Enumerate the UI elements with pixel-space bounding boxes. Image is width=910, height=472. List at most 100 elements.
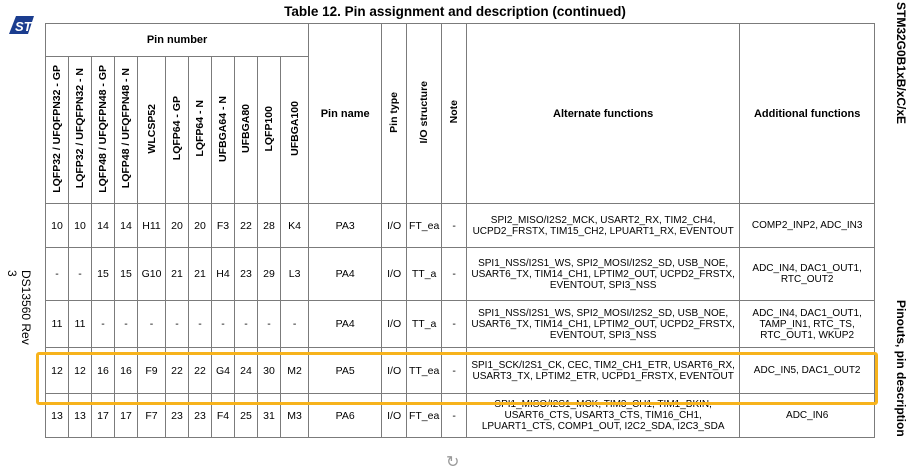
pin-number-cell: 31 [257, 393, 281, 438]
pin-number-cell: 25 [234, 393, 258, 438]
pin-number-cell: 14 [91, 203, 115, 248]
pin-type-header: Pin type [381, 23, 408, 204]
pin-type-cell: I/O [381, 203, 408, 248]
package-header: WLCSP52 [137, 56, 166, 204]
pin-number-cell: - [91, 300, 115, 348]
table-row: 10 10 14 14 H11 20 20 F3 22 28 K4 PA3 I/… [45, 203, 876, 248]
io-structure-cell: FT_ea [406, 393, 443, 438]
alternate-functions-cell: SPI1_MISO/I2S1_MCK, TIM3_CH1, TIM1_BKIN,… [466, 393, 741, 438]
note-cell: - [441, 393, 468, 438]
doc-reference: DS13560 Rev 3 [5, 270, 33, 345]
pin-number-cell: - [257, 300, 281, 348]
alternate-functions-cell: SPI1_NSS/I2S1_WS, SPI2_MOSI/I2S2_SD, USB… [466, 300, 741, 348]
additional-functions-cell: ADC_IN6 [739, 393, 876, 438]
st-logo: ST [9, 16, 34, 34]
pin-number-cell: 23 [188, 393, 212, 438]
io-structure-cell: FT_ea [406, 203, 443, 248]
pin-number-cell: 23 [165, 393, 189, 438]
pin-number-cell: 30 [257, 347, 281, 394]
package-header: LQFP32 / UFQFPN32 - N [68, 56, 92, 204]
pin-number-cell: 11 [45, 300, 69, 348]
pin-number-cell: 21 [165, 247, 189, 301]
pin-number-cell: 24 [234, 347, 258, 394]
table-row: - - 15 15 G10 21 21 H4 23 29 L3 PA4 I/O … [45, 247, 876, 301]
pin-number-cell: - [234, 300, 258, 348]
svg-text:ST: ST [15, 19, 33, 34]
pin-number-cell: L3 [279, 247, 310, 301]
note-cell: - [441, 300, 468, 348]
package-header: UFBGA80 [234, 56, 258, 204]
additional-functions-cell: ADC_IN4, DAC1_OUT1, RTC_OUT2 [739, 247, 876, 301]
pin-name-cell: PA5 [308, 347, 383, 394]
pin-number-cell: H11 [137, 203, 166, 248]
pin-number-cell: 21 [188, 247, 212, 301]
pin-number-cell: 16 [91, 347, 115, 394]
pin-number-cell: F7 [137, 393, 166, 438]
table-row: 11 11 - - - - - - - - - PA4 I/O TT_a - S… [45, 300, 876, 348]
product-name: STM32G0B1xB/xC/xE [894, 2, 908, 125]
pin-number-cell: - [45, 247, 69, 301]
pin-number-cell: 14 [114, 203, 138, 248]
io-structure-cell: TT_a [406, 300, 443, 348]
pin-number-cell: 20 [165, 203, 189, 248]
alternate-functions-cell: SPI1_SCK/I2S1_CK, CEC, TIM2_CH1_ETR, USA… [466, 347, 741, 394]
pin-number-cell: 29 [257, 247, 281, 301]
page-title: Table 12. Pin assignment and description… [284, 4, 626, 19]
additional-functions-header: Additional functions [739, 23, 876, 204]
pin-type-cell: I/O [381, 393, 408, 438]
pin-number-cell: 12 [45, 347, 69, 394]
watermark-icon: ↻ [446, 454, 460, 471]
pin-number-cell: 22 [165, 347, 189, 394]
note-header: Note [441, 23, 468, 204]
pin-number-cell: M3 [279, 393, 310, 438]
pin-number-cell: - [211, 300, 235, 348]
additional-functions-cell: ADC_IN5, DAC1_OUT2 [739, 347, 876, 394]
pin-number-cell: 15 [91, 247, 115, 301]
pin-name-cell: PA3 [308, 203, 383, 248]
pin-number-cell: 22 [188, 347, 212, 394]
pin-name-cell: PA6 [308, 393, 383, 438]
package-header: UFBGA64 - N [211, 56, 235, 204]
note-cell: - [441, 203, 468, 248]
pin-number-cell: 15 [114, 247, 138, 301]
pin-number-cell: H4 [211, 247, 235, 301]
pin-number-cell: - [114, 300, 138, 348]
pin-number-cell: G4 [211, 347, 235, 394]
pin-number-cell: 17 [114, 393, 138, 438]
pin-number-cell: - [165, 300, 189, 348]
pin-number-cell: K4 [279, 203, 310, 248]
pin-number-cell: 13 [68, 393, 92, 438]
package-header: LQFP48 / UFQFPN48 - GP [91, 56, 115, 204]
note-cell: - [441, 247, 468, 301]
pin-number-cell: G10 [137, 247, 166, 301]
pin-number-cell: F4 [211, 393, 235, 438]
io-structure-cell: TT_ea [406, 347, 443, 394]
pin-name-cell: PA4 [308, 247, 383, 301]
table-row-highlighted: 12 12 16 16 F9 22 22 G4 24 30 M2 PA5 I/O… [45, 347, 876, 394]
pin-number-group-header: Pin number [44, 23, 310, 57]
pin-number-cell: - [279, 300, 310, 348]
additional-functions-cell: ADC_IN4, DAC1_OUT1, TAMP_IN1, RTC_TS, RT… [739, 300, 876, 348]
pin-number-cell: 10 [68, 203, 92, 248]
package-header: LQFP48 / UFQFPN48 - N [114, 56, 138, 204]
pin-number-cell: 28 [257, 203, 281, 248]
pin-number-cell: 22 [234, 203, 258, 248]
pin-number-cell: 11 [68, 300, 92, 348]
alternate-functions-header: Alternate functions [466, 23, 741, 204]
pin-type-cell: I/O [381, 247, 408, 301]
pin-name-cell: PA4 [308, 300, 383, 348]
pin-number-cell: 17 [91, 393, 115, 438]
pin-assignment-table: Pin number Pin name Pin type I/O structu… [44, 23, 876, 438]
pin-number-cell: F3 [211, 203, 235, 248]
pin-type-cell: I/O [381, 347, 408, 394]
pin-number-cell: 23 [234, 247, 258, 301]
pin-number-cell: - [188, 300, 212, 348]
package-header: UFBGA100 [279, 56, 310, 204]
pin-name-header: Pin name [308, 23, 383, 204]
pin-number-cell: - [137, 300, 166, 348]
package-header: LQFP32 / UFQFPN32 - GP [45, 56, 69, 204]
io-structure-header: I/O structure [406, 23, 443, 204]
package-header: LQFP64 - N [188, 56, 212, 204]
pin-number-cell: - [68, 247, 92, 301]
note-cell: - [441, 347, 468, 394]
